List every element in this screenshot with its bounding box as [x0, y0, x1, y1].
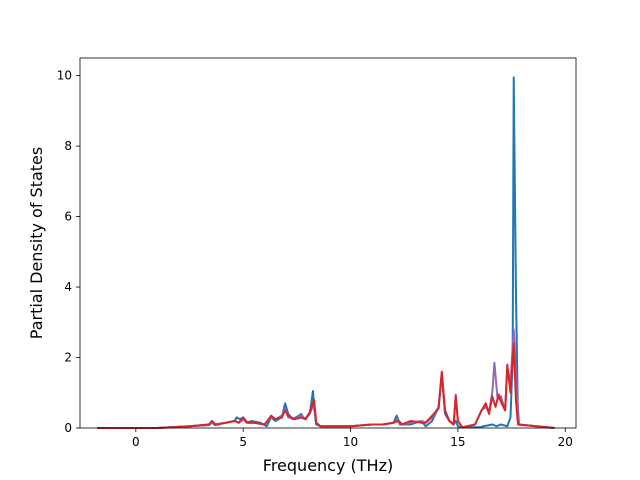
series-layer	[97, 76, 555, 429]
y-tick-label: 2	[64, 351, 72, 365]
y-tick-label: 8	[64, 139, 72, 153]
y-tick-label: 10	[57, 69, 72, 83]
series-line-3	[97, 342, 555, 429]
axes-frame	[79, 57, 577, 429]
y-tick-label: 6	[64, 210, 72, 224]
y-tick-label: 0	[64, 421, 72, 435]
y-axis-label: Partial Density of States	[27, 147, 46, 339]
y-tick-label: 4	[64, 280, 72, 294]
y-axis-ticks: 0 2 4 6 8 10	[57, 69, 80, 435]
plot-area	[80, 58, 576, 428]
x-tick-label: 20	[558, 435, 573, 449]
x-tick-label: 0	[132, 435, 140, 449]
x-tick-label: 15	[450, 435, 465, 449]
x-axis-ticks: 0 5 10 15 20	[132, 428, 573, 449]
x-axis-label: Frequency (THz)	[263, 456, 393, 475]
x-tick-label: 5	[239, 435, 247, 449]
x-tick-label: 10	[343, 435, 358, 449]
